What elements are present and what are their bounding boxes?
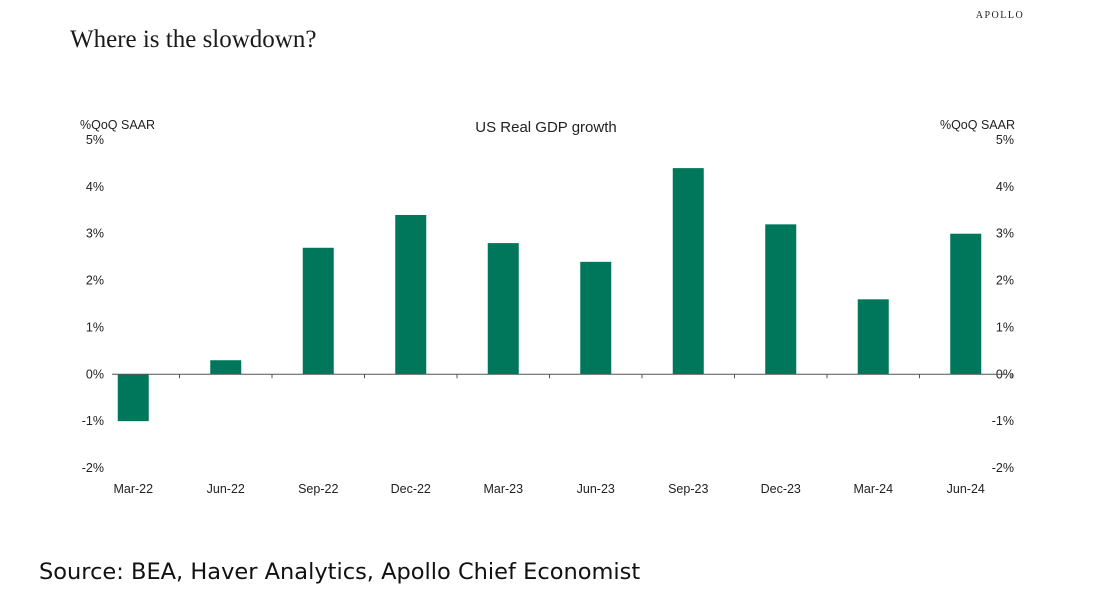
bar-sep-23 — [672, 168, 704, 375]
source-note: Source: BEA, Haver Analytics, Apollo Chi… — [39, 559, 641, 585]
y-tick-label-right: 3% — [996, 227, 1014, 241]
x-tick-label: Jun-24 — [947, 482, 985, 496]
y-tick-label-right: 1% — [996, 320, 1014, 334]
bar-mar-24 — [857, 299, 889, 375]
y-tick-label-left: 0% — [86, 367, 104, 381]
y-tick-label-left: 5% — [86, 133, 104, 147]
y-tick-label-left: 2% — [86, 274, 104, 288]
bar-jun-22 — [210, 360, 242, 375]
chart-title: US Real GDP growth — [475, 119, 616, 136]
x-tick-label: Sep-22 — [298, 482, 338, 496]
x-tick-label: Dec-23 — [761, 482, 801, 496]
y-tick-label-left: 4% — [86, 180, 104, 194]
x-tick-label: Mar-24 — [853, 482, 893, 496]
x-tick-label: Jun-23 — [577, 482, 615, 496]
brand-logo-text: APOLLO — [975, 10, 1025, 21]
x-tick-label: Mar-23 — [483, 482, 523, 496]
y-axis-label-right: %QoQ SAAR — [940, 118, 1015, 132]
bar-dec-22 — [395, 214, 427, 375]
y-tick-label-right: 2% — [996, 274, 1014, 288]
y-tick-label-right: -2% — [992, 461, 1014, 475]
y-tick-label-right: -1% — [992, 414, 1014, 428]
y-tick-label-left: -1% — [82, 414, 104, 428]
y-tick-label-right: 4% — [996, 180, 1014, 194]
x-tick-label: Dec-22 — [391, 482, 431, 496]
x-tick-label: Jun-22 — [207, 482, 245, 496]
bar-jun-23 — [580, 261, 612, 375]
y-tick-label-left: -2% — [82, 461, 104, 475]
bar-jun-24 — [950, 233, 982, 375]
x-tick-label: Mar-22 — [113, 482, 153, 496]
headline: Where is the slowdown? — [70, 26, 317, 53]
x-tick-label: Sep-23 — [668, 482, 708, 496]
y-axis-label-left: %QoQ SAAR — [80, 118, 155, 132]
y-tick-label-left: 3% — [86, 227, 104, 241]
bar-mar-23 — [487, 243, 519, 375]
y-tick-label-left: 1% — [86, 320, 104, 334]
bar-sep-22 — [302, 247, 334, 375]
bar-mar-22 — [117, 374, 149, 422]
bar-dec-23 — [765, 224, 797, 375]
y-tick-label-right: 5% — [996, 133, 1014, 147]
